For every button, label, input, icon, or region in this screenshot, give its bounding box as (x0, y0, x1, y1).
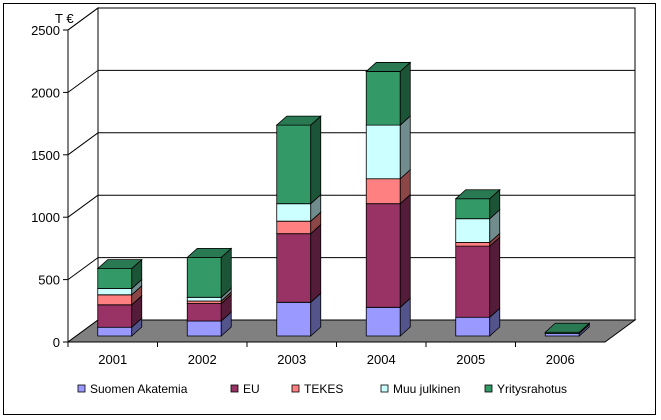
bar-front (365, 203, 401, 308)
y-tick-label: 2000 (31, 85, 60, 100)
x-tick-label: 2002 (188, 352, 217, 367)
bar-front (365, 71, 401, 126)
bar-front (97, 288, 133, 296)
bar-segment (365, 61, 411, 126)
bar-front (455, 316, 491, 337)
bar-front (276, 233, 312, 303)
bar-front (276, 203, 312, 222)
bar-segment (186, 311, 232, 337)
chart-walls (67, 7, 636, 343)
y-tick-label: 1000 (31, 210, 60, 225)
bar-top (275, 115, 322, 126)
bar-segment (276, 211, 322, 235)
x-axis: 2001 2002 2003 2004 2005 2006 (67, 342, 575, 367)
bar-segment (365, 168, 411, 205)
legend-item: Muu julkinen (380, 382, 460, 396)
y-unit-label: T € (55, 11, 74, 26)
y-tick-label: 0 (53, 335, 60, 350)
gridline-side (67, 7, 99, 31)
bar-segment (455, 232, 501, 248)
bar-segment (97, 294, 143, 329)
legend-item: Yritysrahotus (484, 382, 567, 396)
legend-swatch (291, 384, 300, 393)
gridline-side (67, 132, 99, 156)
bar-front (365, 124, 401, 180)
bar-side (399, 193, 411, 309)
legend-label: Muu julkinen (393, 382, 460, 396)
side-wall (67, 7, 99, 343)
bar-segment (455, 208, 501, 244)
legend-item: Suomen Akatemia (77, 382, 188, 396)
y-tick-label: 2500 (31, 23, 60, 38)
legend-swatch (230, 384, 239, 393)
bar-front (455, 245, 491, 318)
bar-front (276, 220, 312, 235)
gridline-side (67, 257, 99, 281)
legend-item: EU (230, 382, 260, 396)
bar-top (186, 247, 233, 258)
bar-front (276, 301, 312, 337)
gridline-side (67, 69, 99, 93)
bar-stack-2006 (544, 322, 591, 337)
bar-front (186, 303, 222, 322)
x-tick-label: 2001 (98, 352, 127, 367)
legend-swatch (380, 384, 389, 393)
x-tick-label: 2005 (456, 352, 485, 367)
bar-stack-2001 (96, 258, 143, 337)
bar-side (310, 115, 322, 205)
bar-segment (365, 193, 411, 309)
bar-side (489, 236, 501, 319)
legend-swatch (484, 384, 493, 393)
bar-side (310, 223, 322, 304)
bar-segment (276, 223, 322, 304)
gridline-side (67, 194, 99, 218)
bar-front (186, 320, 222, 337)
bar-top (365, 62, 412, 72)
y-axis: 0 500 1000 1500 2000 2500 (31, 23, 69, 350)
bar-stack-2005 (454, 188, 501, 337)
bar-stack-2002 (186, 247, 233, 337)
bar-top (96, 259, 143, 270)
bar-front (97, 268, 133, 289)
legend-item: TEKES (291, 382, 343, 396)
bar-front (186, 256, 222, 298)
legend-label: Suomen Akatemia (90, 382, 188, 396)
bar-front (365, 306, 401, 337)
legend-label: Yritysrahotus (497, 382, 567, 396)
bar-front (455, 218, 491, 243)
bar-stack-2003 (275, 115, 322, 337)
bar-top (544, 322, 591, 333)
y-tick-label: 1500 (31, 148, 60, 163)
bar-segment (276, 292, 322, 337)
x-tick-label: 2003 (277, 352, 306, 367)
bar-stack-2004 (365, 61, 412, 337)
y-tick-label: 500 (38, 273, 60, 288)
bar-front (276, 124, 312, 205)
bar-top (454, 189, 501, 200)
bar-side (399, 61, 411, 126)
bar-front (97, 304, 133, 328)
x-tick-label: 2006 (546, 352, 575, 367)
legend-swatch (77, 384, 86, 393)
bar-segment (276, 115, 322, 205)
bar-segment (97, 278, 143, 296)
bar-front (97, 326, 133, 337)
legend: Suomen Akatemia EU TEKES Muu julkinen Yritys… (77, 382, 567, 396)
bar-front (97, 294, 133, 306)
bar-segment (455, 236, 501, 319)
bar-front (186, 296, 222, 302)
x-tick-label: 2004 (367, 352, 396, 367)
bars (96, 61, 591, 337)
bar-front (365, 178, 401, 205)
bar-front (455, 241, 491, 247)
legend-label: TEKES (304, 382, 343, 396)
legend-label: EU (243, 382, 260, 396)
bar-front (455, 198, 491, 220)
bar-side (399, 115, 411, 180)
